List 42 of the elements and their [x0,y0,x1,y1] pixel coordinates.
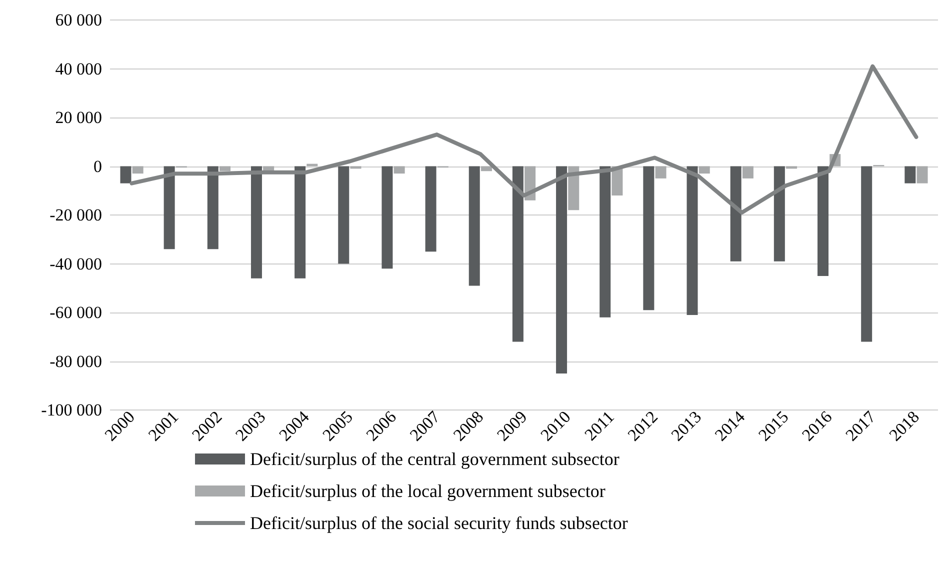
bar [512,166,524,342]
bar [655,166,666,178]
bar [600,166,611,318]
bar [425,166,436,252]
bar [250,166,262,278]
y-tick-label: -80 000 [50,352,102,371]
bar [556,166,568,374]
bar [568,166,580,210]
bar [468,166,480,286]
bar [306,164,318,166]
y-tick-label: 0 [94,156,102,176]
bar [818,166,829,276]
bar [164,166,175,250]
bar [643,166,654,310]
legend-label: Deficit/surplus of the central government subsector [250,449,620,469]
bar [120,166,132,184]
bar [338,166,350,264]
legend-label: Deficit/surplus of the social security funds subsector [250,513,628,533]
bar [394,166,405,174]
y-tick-label: -60 000 [50,303,102,322]
bar [916,166,928,184]
bar [742,166,754,178]
bar [686,166,698,315]
y-tick-label: -20 000 [50,206,102,224]
bar [207,166,218,250]
legend-label: Deficit/surplus of the local government subsector [250,481,606,501]
bar [480,166,492,172]
bar [774,166,785,262]
y-tick-label: 40 000 [55,59,102,78]
bar [698,166,710,174]
y-tick-label: 20 000 [55,108,102,127]
bar [132,166,144,174]
y-tick-label: -100 000 [41,400,102,420]
bar [294,166,306,278]
bar [382,166,393,269]
bar [904,166,916,184]
line-series [130,64,918,215]
bar [219,166,230,172]
y-tick-label: 60 000 [55,10,102,30]
y-tick-label: -40 000 [50,254,102,274]
bar [730,166,742,262]
bar [861,166,872,342]
